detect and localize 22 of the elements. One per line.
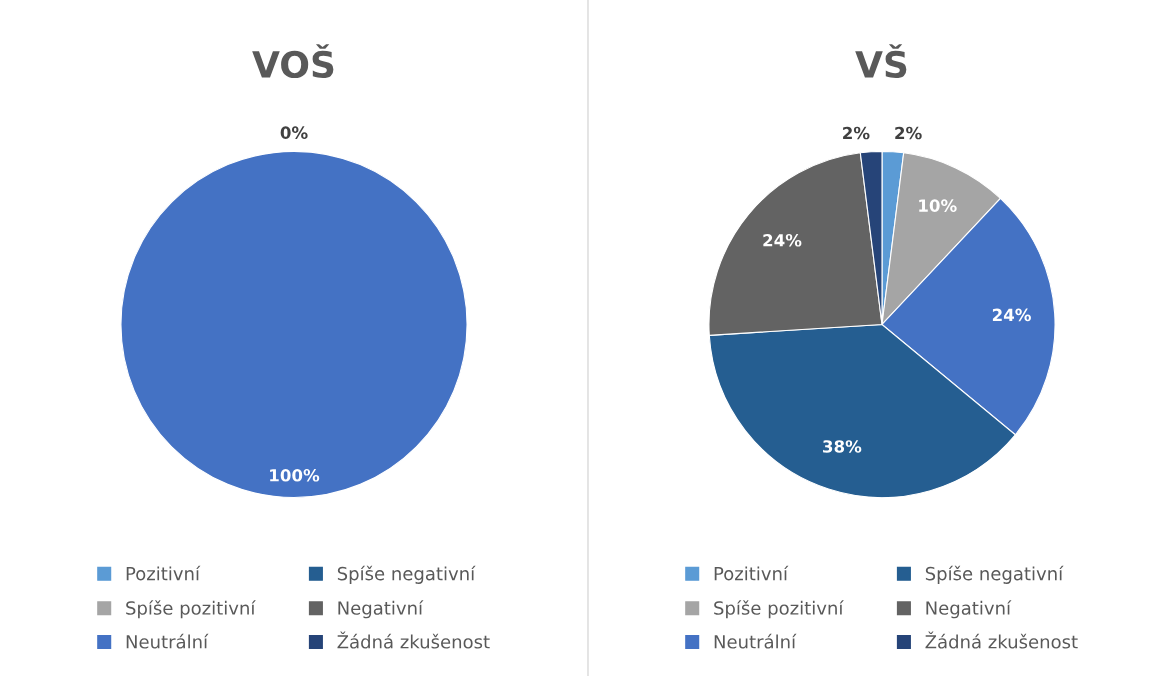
- data-label: 2%: [895, 126, 922, 140]
- chart-title: VŠ: [855, 44, 907, 79]
- legend-label: Pozitivní: [714, 565, 789, 581]
- legend-label: Neutrální: [126, 633, 209, 649]
- chart-title: VOŠ: [252, 44, 334, 79]
- data-label: 2%: [843, 126, 870, 140]
- legend-label: Negativní: [338, 600, 424, 619]
- legend-label: Spíše pozitivní: [714, 600, 844, 619]
- legend-label: Žádná zkušenost: [337, 631, 490, 649]
- data-label: 38%: [823, 440, 862, 453]
- legend-label: Spíše pozitivní: [126, 600, 256, 619]
- data-label: 24%: [992, 308, 1031, 322]
- legend-label: Spíše negativní: [337, 565, 476, 584]
- legend-label: Spíše negativní: [925, 565, 1064, 584]
- legend-label: Žádná zkušenost: [925, 631, 1078, 649]
- data-label: 100%: [270, 469, 320, 482]
- data-label: 10%: [919, 199, 957, 212]
- text: 0%: [280, 126, 308, 139]
- legend-label: Negativní: [926, 600, 1012, 619]
- legend-label: Pozitivní: [126, 565, 201, 581]
- data-label: 24%: [763, 233, 802, 247]
- legend-label: Neutrální: [714, 633, 797, 649]
